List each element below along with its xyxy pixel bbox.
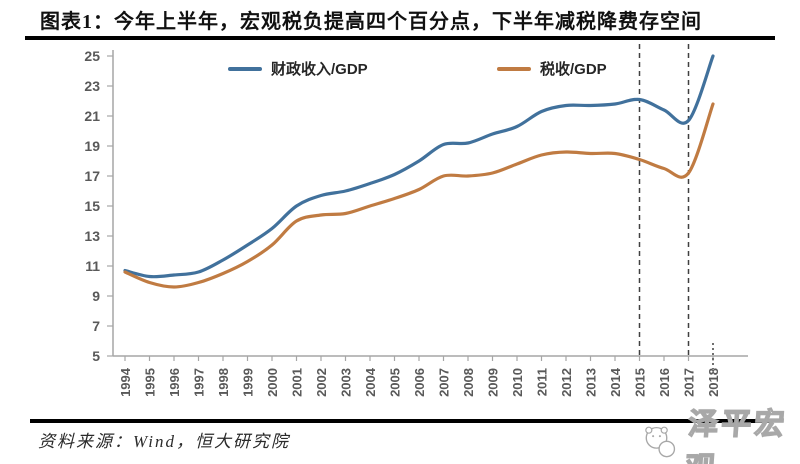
svg-text:2001: 2001: [290, 368, 305, 397]
chart-title: 图表1：今年上半年，宏观税负提高四个百分点，下半年减税降费存空间: [40, 11, 702, 33]
svg-text:2017: 2017: [682, 368, 697, 397]
watermark-text: 泽平宏观: [684, 407, 790, 464]
svg-text:2000: 2000: [265, 368, 280, 397]
svg-text:2003: 2003: [339, 368, 354, 397]
svg-text:1997: 1997: [192, 368, 207, 397]
svg-text:2018: 2018: [706, 368, 721, 397]
footer-divider: [30, 419, 772, 423]
svg-text:1995: 1995: [143, 368, 158, 397]
fiscal-revenue-line-icon: [228, 66, 262, 71]
svg-text:2014: 2014: [608, 367, 623, 397]
svg-text:1996: 1996: [167, 368, 182, 397]
legend-item-fiscal-revenue: 财政收入/GDP: [228, 58, 368, 79]
svg-text:2011: 2011: [535, 368, 550, 396]
svg-text:15: 15: [84, 198, 100, 214]
svg-text:2010: 2010: [510, 368, 525, 397]
svg-text:2016: 2016: [657, 368, 672, 397]
svg-text:17: 17: [84, 168, 100, 184]
svg-text:23: 23: [84, 78, 100, 94]
legend-label-fiscal-revenue: 财政收入/GDP: [271, 61, 368, 78]
svg-text:2002: 2002: [314, 368, 329, 397]
svg-text:2015: 2015: [633, 368, 648, 397]
title-divider: [25, 36, 775, 40]
svg-text:1998: 1998: [216, 368, 231, 397]
svg-text:2008: 2008: [461, 368, 476, 397]
svg-text:2012: 2012: [559, 368, 574, 397]
svg-text:2006: 2006: [412, 368, 427, 397]
svg-text:9: 9: [92, 288, 100, 304]
svg-text:2007: 2007: [437, 368, 452, 397]
watermark: 泽平宏观: [642, 399, 800, 464]
source-note: 资料来源：Wind，恒大研究院: [38, 432, 290, 451]
svg-text:19: 19: [84, 138, 100, 154]
svg-text:5: 5: [92, 348, 100, 364]
svg-text:2004: 2004: [363, 367, 378, 397]
watermark-logo-icon: [645, 426, 676, 458]
svg-text:21: 21: [84, 108, 100, 124]
legend-label-tax: 税收/GDP: [540, 61, 607, 78]
svg-text:7: 7: [92, 318, 100, 334]
svg-text:2009: 2009: [486, 368, 501, 397]
tax-line-icon: [497, 66, 531, 71]
svg-text:2005: 2005: [388, 368, 403, 397]
svg-text:2013: 2013: [584, 368, 599, 397]
svg-text:1999: 1999: [241, 368, 256, 397]
svg-text:1994: 1994: [118, 367, 133, 397]
svg-text:13: 13: [84, 228, 100, 244]
svg-text:25: 25: [84, 48, 100, 64]
legend-item-tax: 税收/GDP: [497, 58, 607, 79]
svg-text:11: 11: [85, 258, 100, 274]
